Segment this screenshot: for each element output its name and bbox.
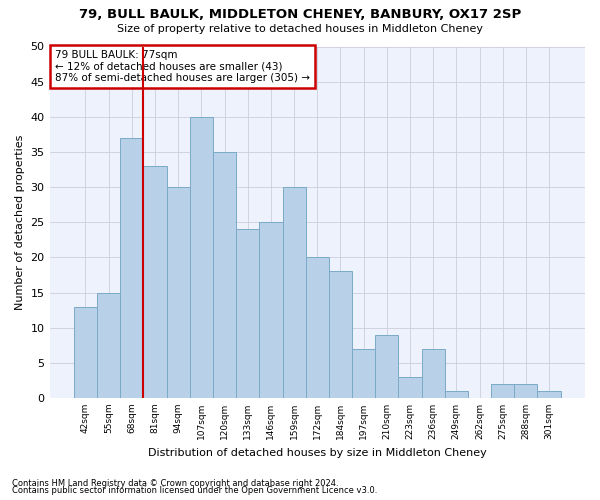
Bar [120,138,143,398]
Bar [445,391,468,398]
Bar [236,229,259,398]
Bar [422,348,445,398]
Bar [514,384,538,398]
Bar [143,166,167,398]
Bar [283,187,305,398]
Bar [375,334,398,398]
Text: 79 BULL BAULK: 77sqm
← 12% of detached houses are smaller (43)
87% of semi-detac: 79 BULL BAULK: 77sqm ← 12% of detached h… [55,50,310,83]
Bar [305,258,329,398]
Bar [74,306,97,398]
Bar [213,152,236,398]
Bar [352,348,375,398]
X-axis label: Distribution of detached houses by size in Middleton Cheney: Distribution of detached houses by size … [148,448,487,458]
Bar [97,292,120,398]
Text: Contains HM Land Registry data © Crown copyright and database right 2024.: Contains HM Land Registry data © Crown c… [12,478,338,488]
Text: 79, BULL BAULK, MIDDLETON CHENEY, BANBURY, OX17 2SP: 79, BULL BAULK, MIDDLETON CHENEY, BANBUR… [79,8,521,20]
Bar [329,272,352,398]
Bar [190,117,213,398]
Text: Contains public sector information licensed under the Open Government Licence v3: Contains public sector information licen… [12,486,377,495]
Y-axis label: Number of detached properties: Number of detached properties [15,134,25,310]
Bar [538,391,560,398]
Text: Size of property relative to detached houses in Middleton Cheney: Size of property relative to detached ho… [117,24,483,34]
Bar [491,384,514,398]
Bar [398,377,422,398]
Bar [259,222,283,398]
Bar [167,187,190,398]
